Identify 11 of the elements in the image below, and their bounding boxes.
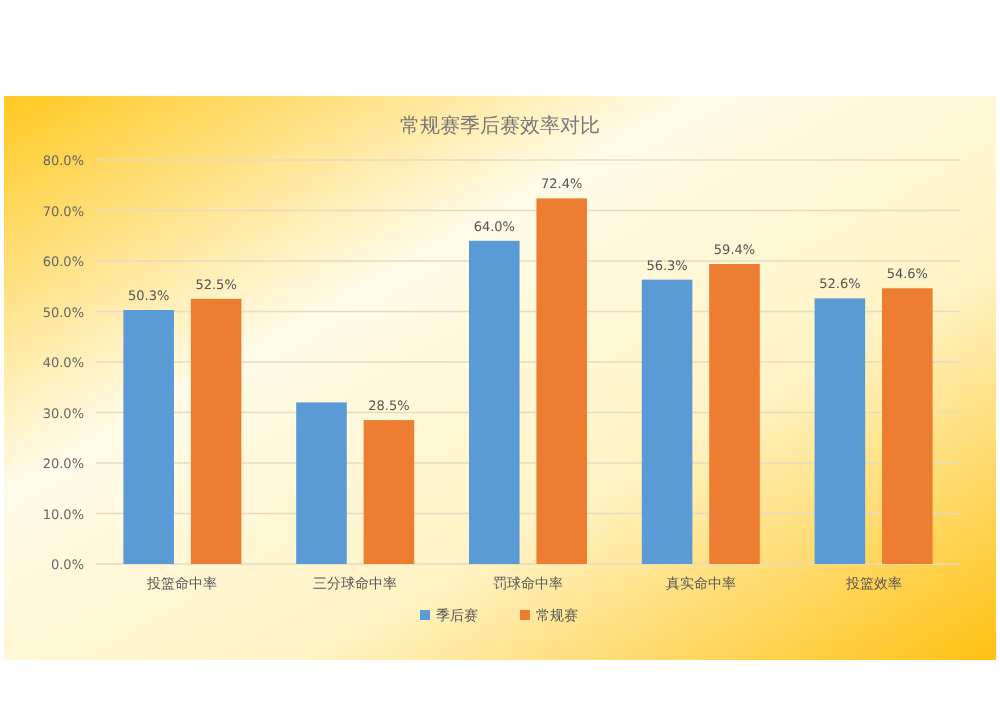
chart-title: 常规赛季后赛效率对比 (400, 114, 600, 138)
bar (469, 240, 520, 564)
bar (882, 288, 933, 564)
bar (536, 198, 588, 564)
bar (814, 298, 866, 564)
bar (296, 402, 347, 564)
bar (641, 279, 693, 564)
bar (363, 420, 415, 564)
bar (709, 264, 760, 564)
bar (123, 309, 174, 564)
bar (190, 298, 242, 564)
